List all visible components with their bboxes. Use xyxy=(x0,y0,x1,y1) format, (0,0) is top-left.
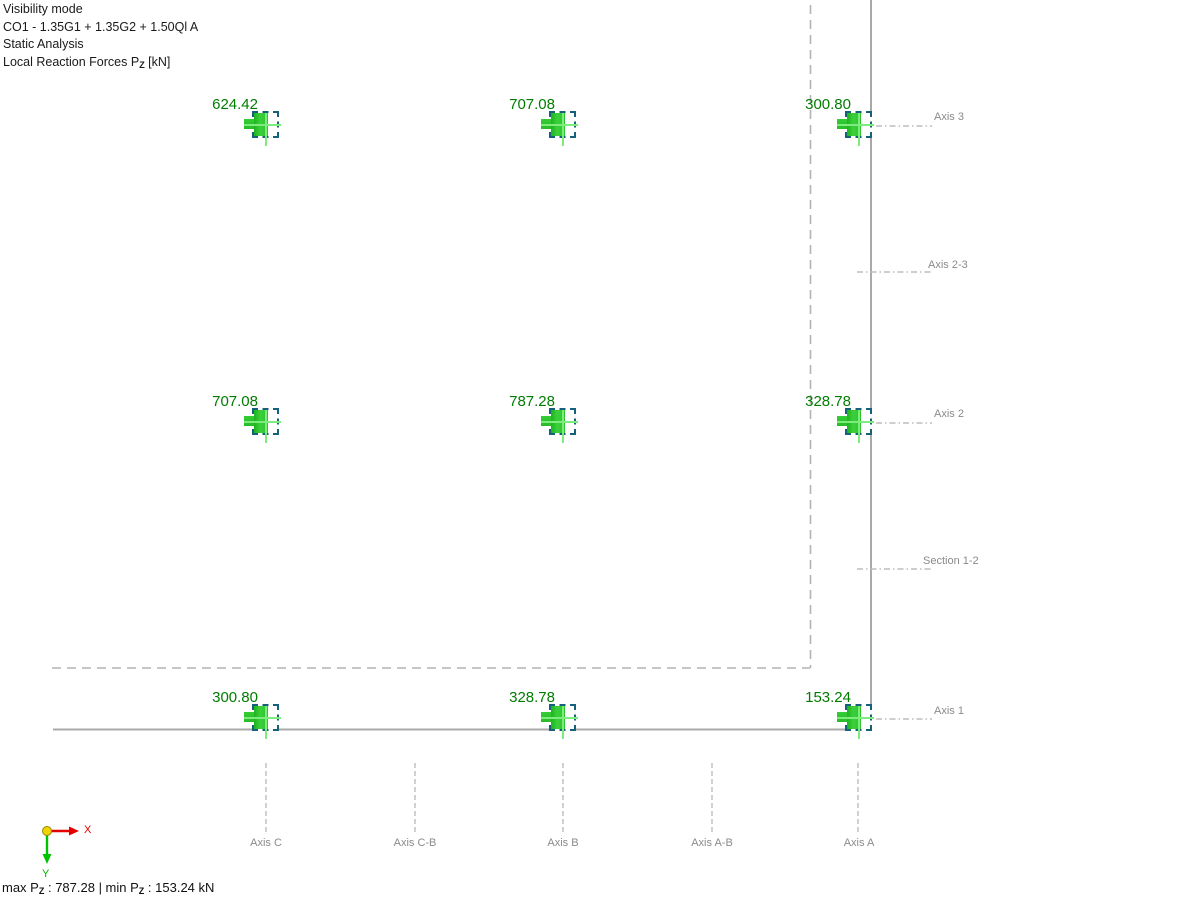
max-value: 787.28 xyxy=(55,880,95,895)
view-info-block: Visibility mode CO1 - 1.35G1 + 1.35G2 + … xyxy=(3,1,198,74)
support-icon xyxy=(541,704,578,739)
axis-label-section-1-2: Section 1-2 xyxy=(923,555,979,567)
support-icon xyxy=(837,408,874,443)
result-extremes-status: max PZ : 787.28 | min PZ : 153.24 kN xyxy=(2,880,215,896)
min-value: 153.24 xyxy=(155,880,195,895)
csys-arrows xyxy=(42,826,79,864)
y-axis-label: Y xyxy=(42,868,50,880)
axis-label-a-b: Axis A-B xyxy=(691,837,733,849)
axis-label-a: Axis A xyxy=(843,837,875,849)
support-icon xyxy=(837,111,874,146)
reaction-value: 328.78 xyxy=(509,689,555,706)
result-type-label: Local Reaction Forces PZ [kN] xyxy=(3,54,171,70)
axis-label-c: Axis C xyxy=(250,837,282,849)
support-icon xyxy=(244,111,281,146)
load-combination-label: CO1 - 1.35G1 + 1.35G2 + 1.50Ql A xyxy=(3,19,199,34)
support-icon xyxy=(837,704,874,739)
reaction-value: 787.28 xyxy=(509,393,555,410)
reaction-value: 328.78 xyxy=(805,393,851,410)
reaction-value: 707.08 xyxy=(509,96,555,113)
x-axis-label: X xyxy=(84,824,92,836)
axis-label-2: Axis 2 xyxy=(934,408,964,420)
axis-label-c-b: Axis C-B xyxy=(393,837,437,849)
reaction-value: 300.80 xyxy=(805,96,851,113)
reaction-value: 707.08 xyxy=(212,393,258,410)
support-icon xyxy=(244,408,281,443)
axis-label-2-3: Axis 2-3 xyxy=(928,259,968,271)
axis-label-1: Axis 1 xyxy=(934,705,964,717)
coordinate-system-icon: X Y xyxy=(36,818,106,888)
support-icon xyxy=(541,408,578,443)
reaction-value: 300.80 xyxy=(212,689,258,706)
reaction-value: 624.42 xyxy=(212,96,258,113)
analysis-type-label: Static Analysis xyxy=(3,37,84,51)
support-icon xyxy=(541,111,578,146)
axis-label-3: Axis 3 xyxy=(934,111,964,123)
view-mode-label: Visibility mode xyxy=(3,2,83,16)
support-icon xyxy=(244,704,281,739)
reaction-value: 153.24 xyxy=(805,689,851,706)
axis-label-b: Axis B xyxy=(547,837,579,849)
